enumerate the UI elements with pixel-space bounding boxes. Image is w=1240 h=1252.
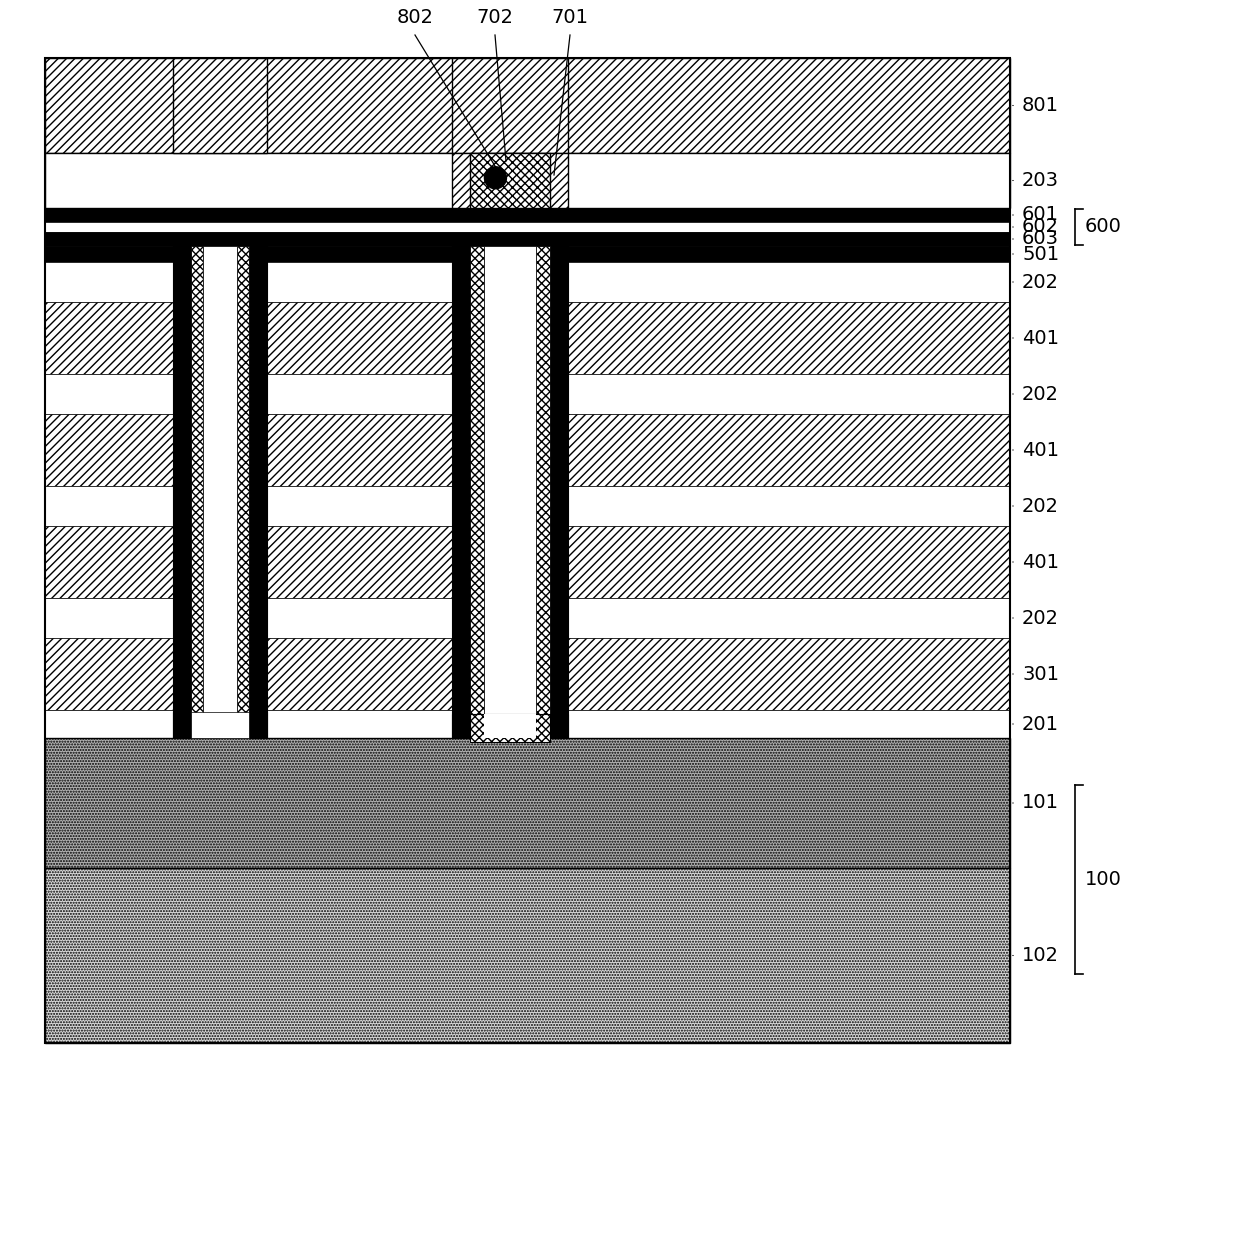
Bar (45, 302, 1011, 374)
Text: 202: 202 (1022, 273, 1059, 292)
Text: 802: 802 (397, 8, 434, 28)
Bar (45, 58, 1011, 153)
Circle shape (485, 167, 506, 189)
Bar (45, 737, 1011, 868)
Bar (45, 222, 1011, 232)
Bar (174, 245, 191, 737)
Text: 401: 401 (1022, 328, 1059, 348)
Bar (45, 710, 1011, 737)
Text: 100: 100 (1085, 870, 1122, 889)
Text: 501: 501 (1022, 244, 1059, 263)
Bar (470, 714, 551, 742)
Bar (174, 58, 267, 153)
Bar (453, 714, 470, 737)
Bar (45, 58, 1011, 1043)
Bar (45, 486, 1011, 526)
Bar (45, 868, 1011, 1043)
Text: 202: 202 (1022, 497, 1059, 516)
Bar (453, 58, 568, 153)
Bar (45, 245, 1011, 262)
Bar (45, 262, 1011, 302)
Text: 201: 201 (1022, 715, 1059, 734)
Bar (45, 153, 1011, 208)
Bar (551, 245, 568, 737)
Bar (484, 245, 536, 737)
Bar (470, 153, 551, 208)
Text: 603: 603 (1022, 229, 1059, 248)
Bar (237, 245, 249, 737)
Bar (453, 245, 470, 737)
Bar (453, 153, 568, 208)
Bar (249, 712, 267, 737)
Bar (470, 245, 484, 737)
Text: 401: 401 (1022, 441, 1059, 459)
Bar (536, 245, 551, 737)
Bar (45, 526, 1011, 598)
Text: 202: 202 (1022, 384, 1059, 403)
Text: 102: 102 (1022, 947, 1059, 965)
Text: 101: 101 (1022, 794, 1059, 813)
Bar (45, 598, 1011, 639)
Bar (45, 639, 1011, 710)
Bar (45, 208, 1011, 222)
Bar (191, 712, 249, 737)
Bar (191, 245, 203, 737)
Text: 301: 301 (1022, 665, 1059, 684)
Bar (249, 245, 267, 737)
Text: 702: 702 (476, 8, 513, 28)
Text: 602: 602 (1022, 218, 1059, 237)
Text: 601: 601 (1022, 205, 1059, 224)
Text: 203: 203 (1022, 172, 1059, 190)
Bar (45, 232, 1011, 245)
Bar (45, 374, 1011, 414)
Text: 801: 801 (1022, 96, 1059, 115)
Bar (203, 245, 237, 737)
Text: 401: 401 (1022, 552, 1059, 571)
Bar (174, 712, 191, 737)
Text: 202: 202 (1022, 608, 1059, 627)
Text: 701: 701 (552, 8, 589, 28)
Bar (45, 414, 1011, 486)
Bar (551, 714, 568, 737)
Bar (484, 714, 536, 737)
Text: 600: 600 (1085, 218, 1122, 237)
